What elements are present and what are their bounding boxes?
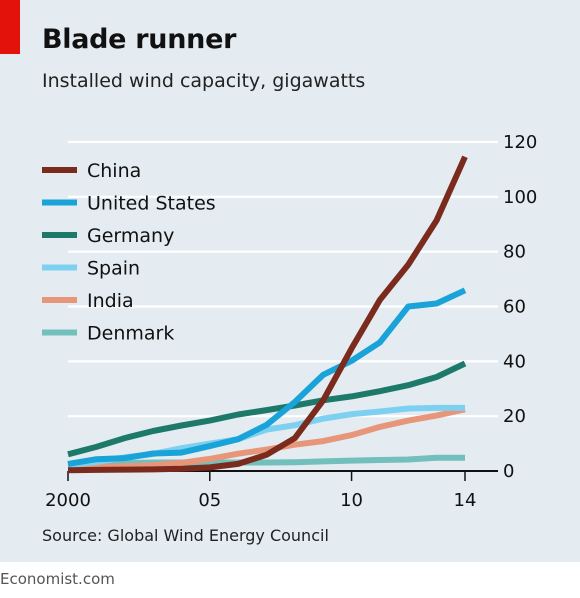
y-tick-label: 60 (503, 297, 526, 318)
x-tick-label: 10 (340, 490, 363, 511)
legend: China United States Germany Spain India Denma… (42, 160, 216, 345)
x-tick-label: 2000 (45, 490, 91, 511)
legend-label-germany: Germany (87, 225, 174, 247)
line-chart: 2000 05 10 14 0 20 40 60 80 100 120 China United S… (42, 132, 537, 511)
y-tick-label: 40 (503, 351, 526, 372)
chart-title: Blade runner (42, 24, 237, 55)
x-tick-label: 14 (454, 490, 477, 511)
y-tick-label: 0 (503, 461, 514, 482)
y-tick-label: 20 (503, 406, 526, 427)
legend-label-spain: Spain (87, 258, 140, 280)
chart-panel: Blade runner Installed wind capacity, gi… (0, 0, 580, 562)
x-axis: 2000 05 10 14 (45, 471, 476, 511)
y-tick-label: 120 (503, 132, 537, 153)
y-axis: 0 20 40 60 80 100 120 (503, 132, 537, 482)
legend-label-united-states: United States (87, 193, 216, 215)
y-tick-label: 80 (503, 242, 526, 263)
series-line-united-states (67, 287, 467, 467)
y-tick-label: 100 (503, 187, 537, 208)
series-line-denmark (67, 454, 465, 468)
x-tick-label: 05 (198, 490, 221, 511)
red-tag (0, 0, 20, 54)
series-lines (67, 155, 468, 474)
footer-credit: Economist.com (0, 570, 115, 588)
legend-label-denmark: Denmark (87, 323, 174, 345)
series-line-india (67, 406, 466, 471)
series-line-germany (67, 360, 467, 458)
legend-label-india: India (87, 290, 134, 312)
series-line-china (67, 155, 468, 474)
legend-label-china: China (87, 160, 141, 182)
source-note: Source: Global Wind Energy Council (42, 526, 329, 545)
chart-subtitle: Installed wind capacity, gigawatts (42, 70, 366, 92)
